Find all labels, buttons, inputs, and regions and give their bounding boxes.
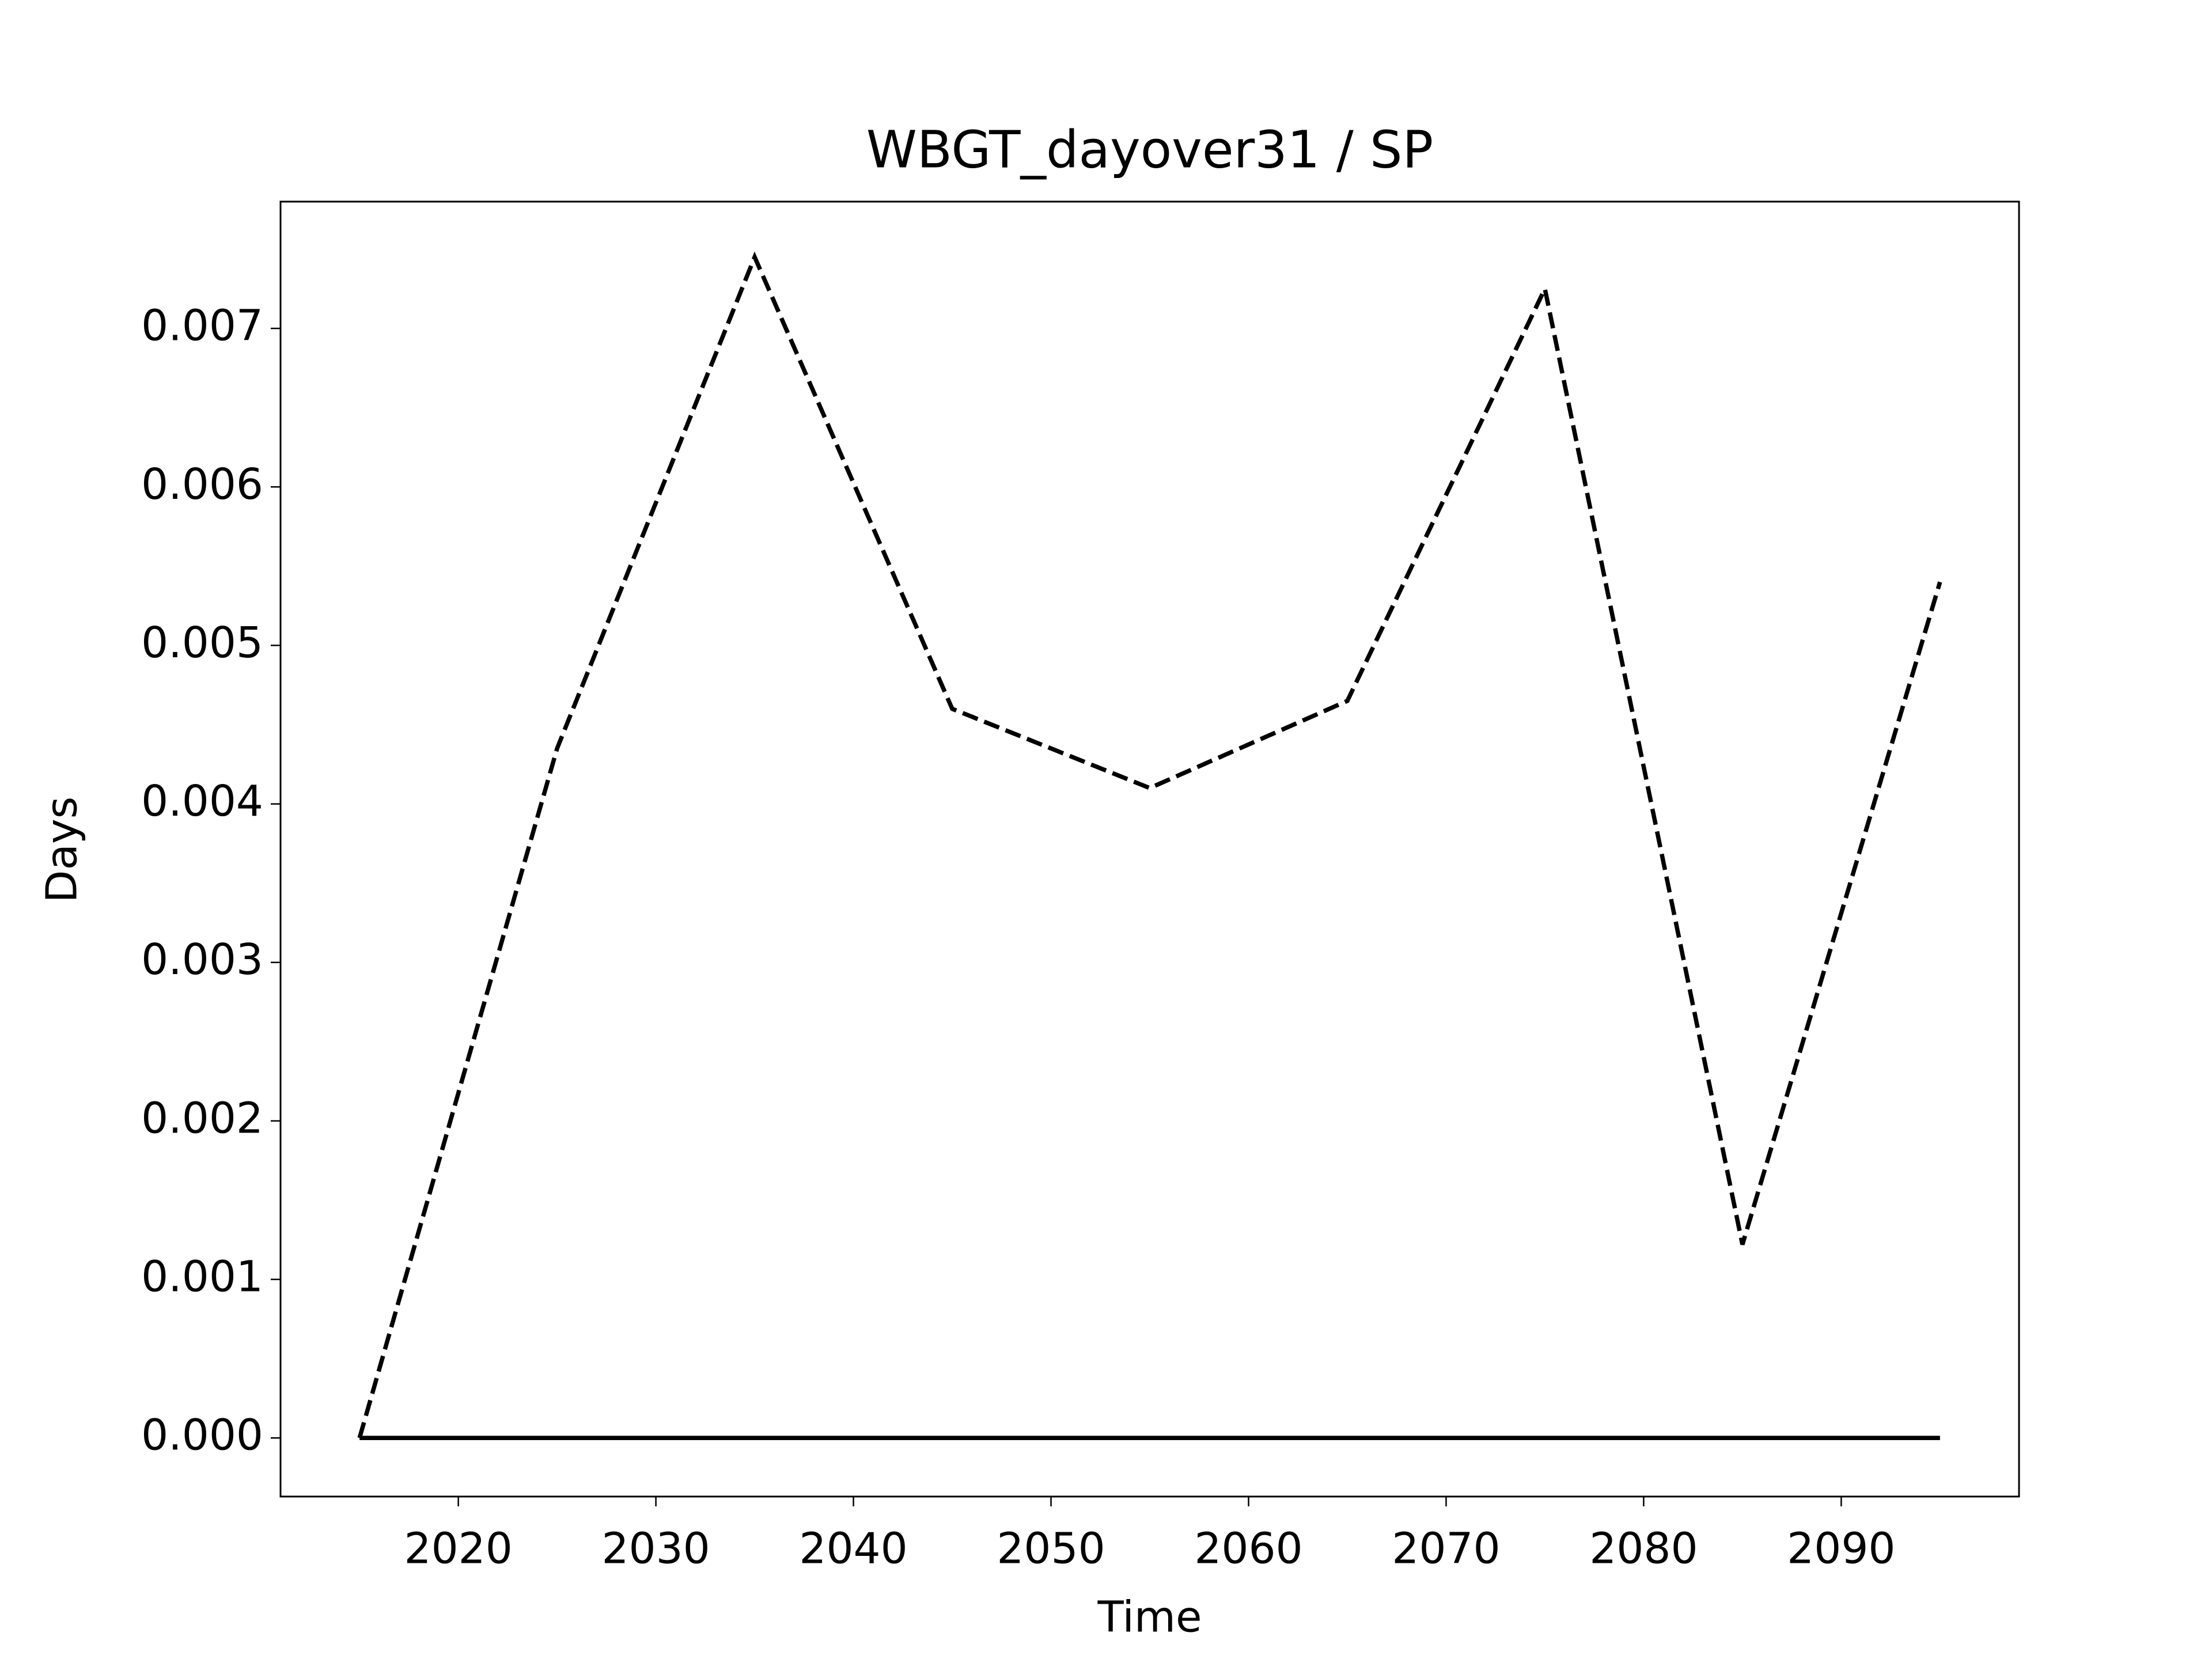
chart-title: WBGT_dayover31 / SP (866, 119, 1433, 179)
y-tick-label: 0.001 (141, 1252, 263, 1302)
x-tick-label: 2080 (1589, 1524, 1698, 1574)
y-tick-label: 0.005 (141, 618, 263, 668)
y-axis-label: Days (37, 797, 87, 903)
y-tick-label: 0.007 (141, 301, 263, 351)
x-tick-label: 2070 (1392, 1524, 1500, 1574)
x-tick-label: 2060 (1194, 1524, 1302, 1574)
y-tick-label: 0.004 (141, 777, 263, 826)
y-tick-label: 0.000 (141, 1411, 263, 1460)
x-tick-label: 2040 (799, 1524, 907, 1574)
x-tick-label: 2030 (601, 1524, 710, 1574)
line-series (357, 251, 1942, 1439)
x-axis-label: Time (1097, 1593, 1202, 1642)
y-tick-label: 0.002 (141, 1093, 263, 1143)
y-tick-label: 0.006 (141, 460, 263, 509)
y-tick-label: 0.003 (141, 935, 263, 984)
x-tick-label: 2050 (997, 1524, 1105, 1574)
plot-frame (279, 200, 2020, 1498)
x-tick-label: 2090 (1787, 1524, 1895, 1574)
x-tick-label: 2020 (404, 1524, 512, 1574)
